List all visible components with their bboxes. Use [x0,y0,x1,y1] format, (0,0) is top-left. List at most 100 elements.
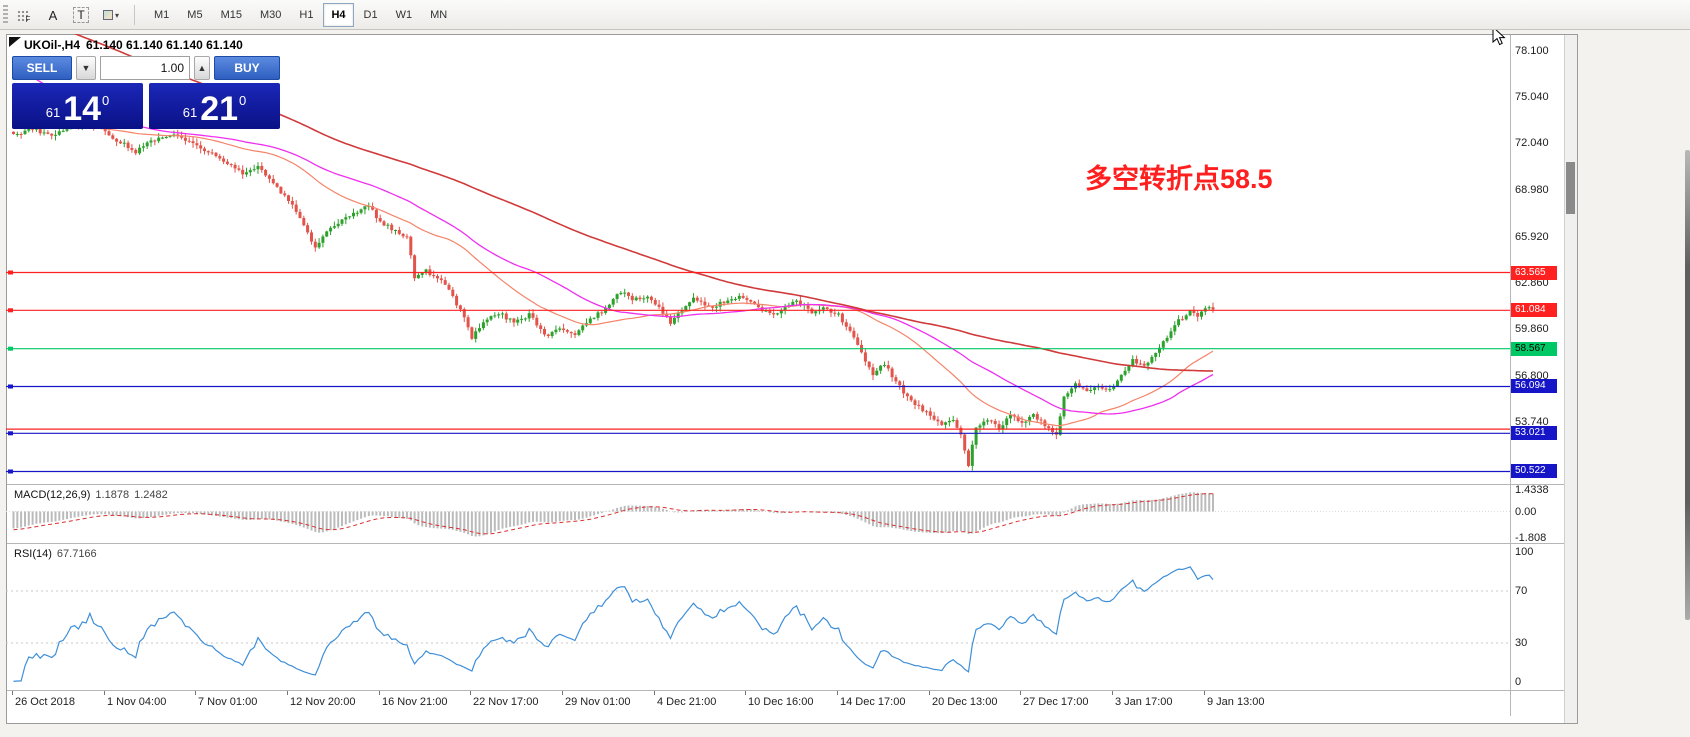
buy-price-pip: 0 [239,93,247,108]
time-tick [1204,691,1205,695]
time-tick [195,691,196,695]
rsi-axis-label: 0 [1515,676,1522,688]
macd-axis-label: 1.4338 [1515,484,1549,496]
pane-separator[interactable] [7,484,1564,485]
price-tick-label: 68.980 [1515,184,1549,196]
volume-decrease-button[interactable]: ▼ [76,56,96,80]
timeframe-button-m30[interactable]: M30 [252,3,289,27]
price-tick-label: 65.920 [1515,231,1549,243]
price-level-tag[interactable]: 53.021 [1511,426,1557,440]
shapes-icon [102,10,113,20]
price-tick-label: 78.100 [1515,45,1549,57]
time-tick [562,691,563,695]
letter-a-icon: A [48,7,58,23]
timeframe-button-mn[interactable]: MN [422,3,455,27]
time-axis-label: 26 Oct 2018 [15,696,75,708]
rsi-value: 67.7166 [56,548,97,560]
sell-price-big: 14 [63,90,102,129]
top-toolbar: F A T ▾ M1 M5 M15 M30 H1 H4 D1 W1 MN [0,0,1690,30]
price-level-tag[interactable]: 61.084 [1511,303,1557,317]
sell-button[interactable]: SELL [12,56,72,80]
tool-letter: F [25,15,31,24]
timeframe-button-m5[interactable]: M5 [179,3,210,27]
macd-axis-label: 0.00 [1515,506,1537,518]
buy-price-tile[interactable]: 61 21 0 [149,83,280,129]
timeframe-group: M1 M5 M15 M30 H1 H4 D1 W1 MN [146,3,455,27]
macd-main-value: 1.1878 [95,489,130,501]
tool-button-shapes[interactable]: ▾ [98,3,124,27]
timeframe-button-w1[interactable]: W1 [388,3,421,27]
tool-button-annotate-a[interactable]: A [40,3,66,27]
volume-increase-button[interactable]: ▲ [194,56,210,80]
time-tick [745,691,746,695]
time-tick [654,691,655,695]
time-axis-label: 7 Nov 01:00 [198,696,258,708]
time-tick [837,691,838,695]
sell-price-prefix: 61 [45,105,61,120]
chart-title: UKOil-,H4 61.140 61.140 61.140 61.140 [24,38,249,52]
ohlc-values: 61.140 61.140 61.140 61.140 [86,38,243,52]
macd-name: MACD(12,26,9) [14,489,91,501]
price-tick-label: 75.040 [1515,91,1549,103]
price-tick-label: 62.860 [1515,277,1549,289]
buy-price-big: 21 [200,90,239,129]
time-axis-label: 16 Nov 21:00 [382,696,448,708]
timeframe-button-d1[interactable]: D1 [356,3,386,27]
price-level-tag[interactable]: 56.094 [1511,379,1557,393]
price-tick-label: 53.740 [1515,416,1549,428]
price-tick-label: 72.040 [1515,137,1549,149]
buy-button[interactable]: BUY [214,56,280,80]
price-level-tag[interactable]: 63.565 [1511,266,1557,280]
chart-annotation: 多空转折点58.5 [1085,164,1273,194]
toolbar-grip[interactable] [3,5,8,25]
time-axis-label: 9 Jan 13:00 [1207,696,1265,708]
time-tick [104,691,105,695]
caret-down-icon: ▼ [81,63,91,73]
timeframe-button-m15[interactable]: M15 [213,3,250,27]
trade-controls-row: SELL ▼ ▲ BUY [12,56,280,80]
time-axis-label: 29 Nov 01:00 [565,696,631,708]
tool-button-crosshair-grid[interactable]: F [10,3,36,27]
time-axis-label: 4 Dec 21:00 [657,696,717,708]
rsi-panel-canvas[interactable] [6,544,1510,690]
time-tick [1112,691,1113,695]
time-axis-label: 22 Nov 17:00 [473,696,539,708]
scrollbar-thumb[interactable] [1566,162,1575,214]
sell-price-pip: 0 [102,93,110,108]
timeframe-button-h1[interactable]: H1 [291,3,321,27]
pane-separator [7,690,1564,691]
mouse-cursor-icon [1492,26,1506,46]
caret-up-icon: ▲ [197,63,207,73]
rsi-axis-label: 30 [1515,637,1528,649]
time-tick [470,691,471,695]
tool-button-text-tool[interactable]: T [68,3,94,27]
symbol-period-label: UKOil-,H4 [24,38,81,52]
time-axis-label: 27 Dec 17:00 [1023,696,1089,708]
rsi-name: RSI(14) [14,548,52,560]
timeframe-button-m1[interactable]: M1 [146,3,177,27]
time-axis-label: 12 Nov 20:00 [290,696,356,708]
time-axis-label: 10 Dec 16:00 [748,696,814,708]
price-axis[interactable] [1510,35,1564,716]
caret-down-icon: ▾ [114,10,119,20]
price-level-tag[interactable]: 50.522 [1511,464,1557,478]
rsi-axis-label: 70 [1515,585,1528,597]
price-level-tag[interactable]: 58.567 [1511,342,1557,356]
time-axis-label: 3 Jan 17:00 [1115,696,1173,708]
time-tick [379,691,380,695]
text-tool-icon: T [73,7,89,23]
rsi-axis-label: 100 [1515,546,1534,558]
volume-input[interactable] [100,56,190,80]
pane-separator[interactable] [7,543,1564,544]
dot-grid-icon [15,8,29,22]
timeframe-button-h4[interactable]: H4 [323,3,354,27]
sell-price-tile[interactable]: 61 14 0 [12,83,143,129]
chart-scrollbar[interactable] [1564,35,1577,723]
macd-panel-canvas[interactable] [6,485,1510,543]
toolbar-separator [134,5,135,25]
time-axis-label: 14 Dec 17:00 [840,696,906,708]
time-axis-label: 20 Dec 13:00 [932,696,998,708]
chart-corner-marker [9,37,21,47]
